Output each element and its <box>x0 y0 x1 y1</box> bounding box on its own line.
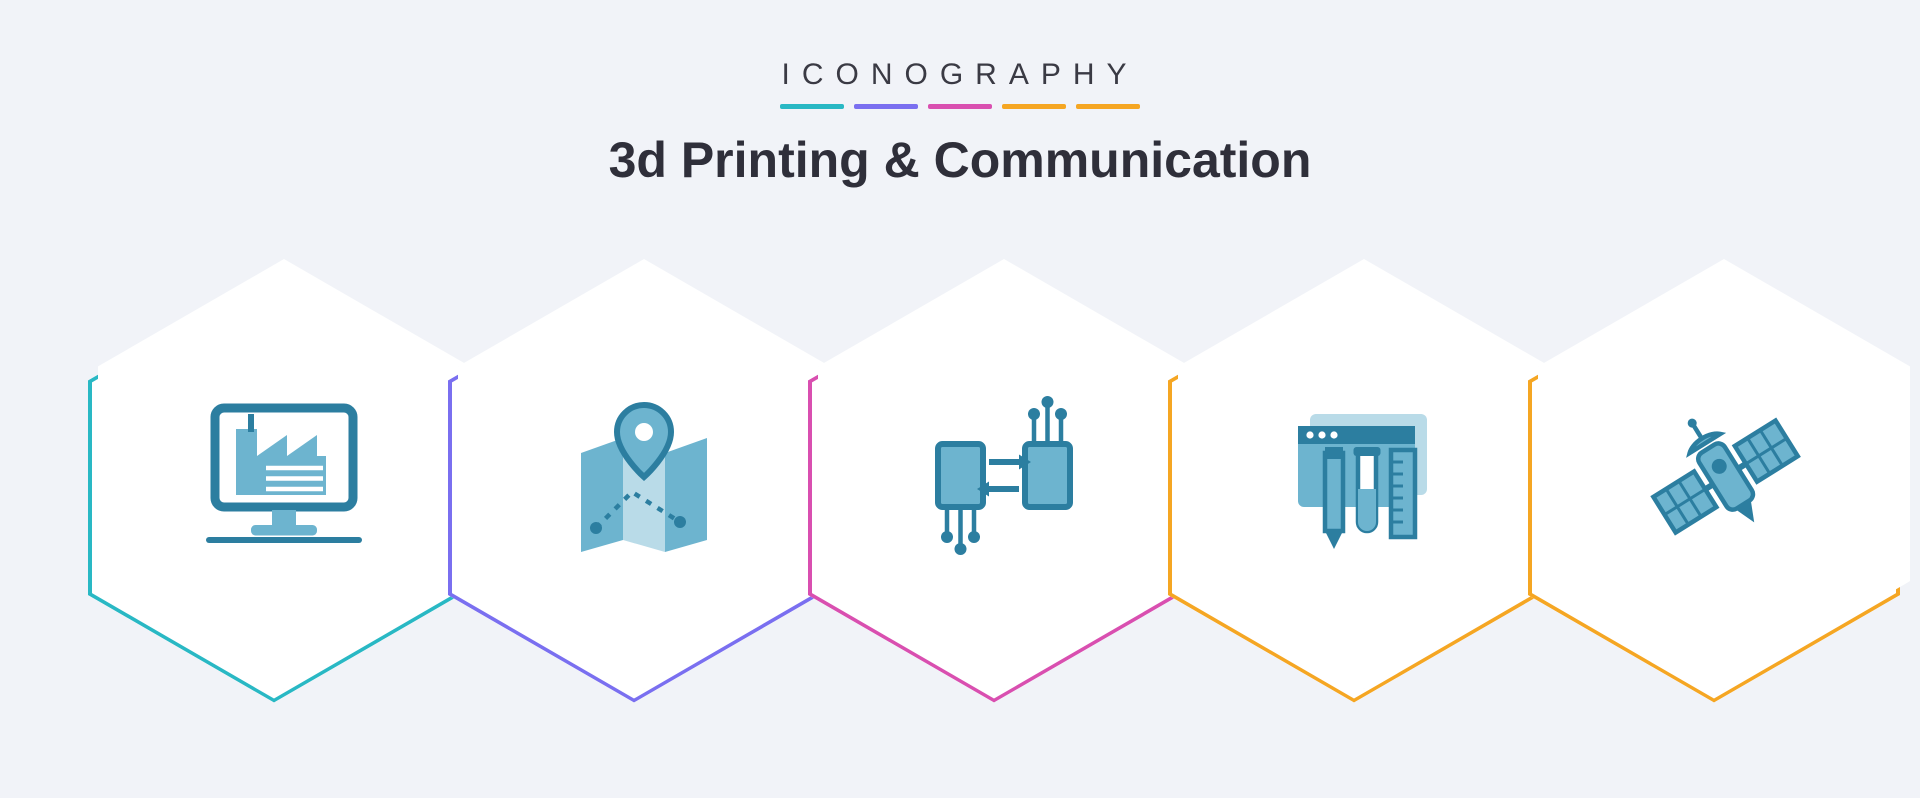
header: ICONOGRAPHY 3d Printing & Communication <box>0 0 1920 189</box>
accent-seg-4 <box>1076 104 1140 109</box>
hex-cell-2 <box>800 249 1200 709</box>
icon-hex-row <box>0 209 1920 749</box>
rapid-prototyping-icon <box>1274 384 1454 564</box>
hex-cell-3 <box>1160 249 1560 709</box>
kicker-text: ICONOGRAPHY <box>0 58 1920 92</box>
hex-cell-0 <box>80 249 480 709</box>
object-sync-icon <box>914 384 1094 564</box>
hex-cell-4 <box>1520 249 1920 709</box>
accent-seg-3 <box>1002 104 1066 109</box>
accent-underline <box>0 104 1920 109</box>
satellite-icon <box>1634 384 1814 564</box>
page-title: 3d Printing & Communication <box>0 131 1920 189</box>
hex-cell-1 <box>440 249 840 709</box>
digital-factory-icon <box>194 384 374 564</box>
accent-seg-0 <box>780 104 844 109</box>
map-location-icon <box>554 384 734 564</box>
accent-seg-1 <box>854 104 918 109</box>
accent-seg-2 <box>928 104 992 109</box>
